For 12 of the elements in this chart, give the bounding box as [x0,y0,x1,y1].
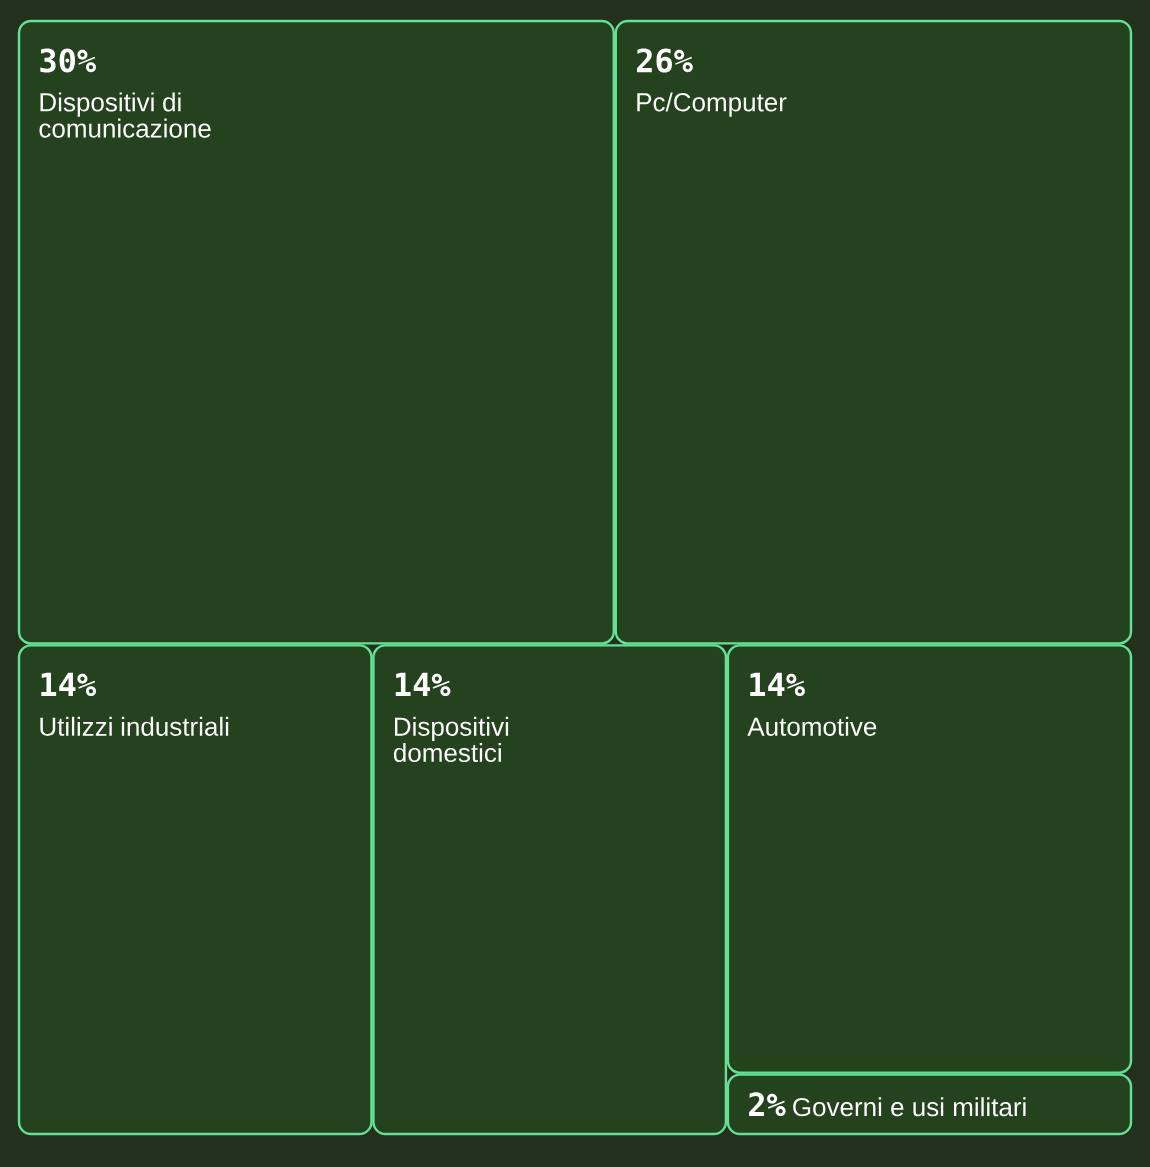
category-label: Governi e usi militari [793,1097,1026,1117]
data-label: 14% [395,672,451,697]
data-label: 14% [41,672,96,697]
data-label: 2% [749,1092,786,1117]
category-label: Dispositivi di comunicazione [39,92,211,138]
data-label: 14% [750,672,805,697]
category-label: Pc/Computer [637,92,787,117]
data-label: 26% [636,48,693,73]
data-label: 30% [40,48,96,73]
category-label: Automotive [747,716,877,736]
category-label: Utilizzi industriali [40,716,229,736]
category-label: Dispositivi domestici [393,716,509,763]
